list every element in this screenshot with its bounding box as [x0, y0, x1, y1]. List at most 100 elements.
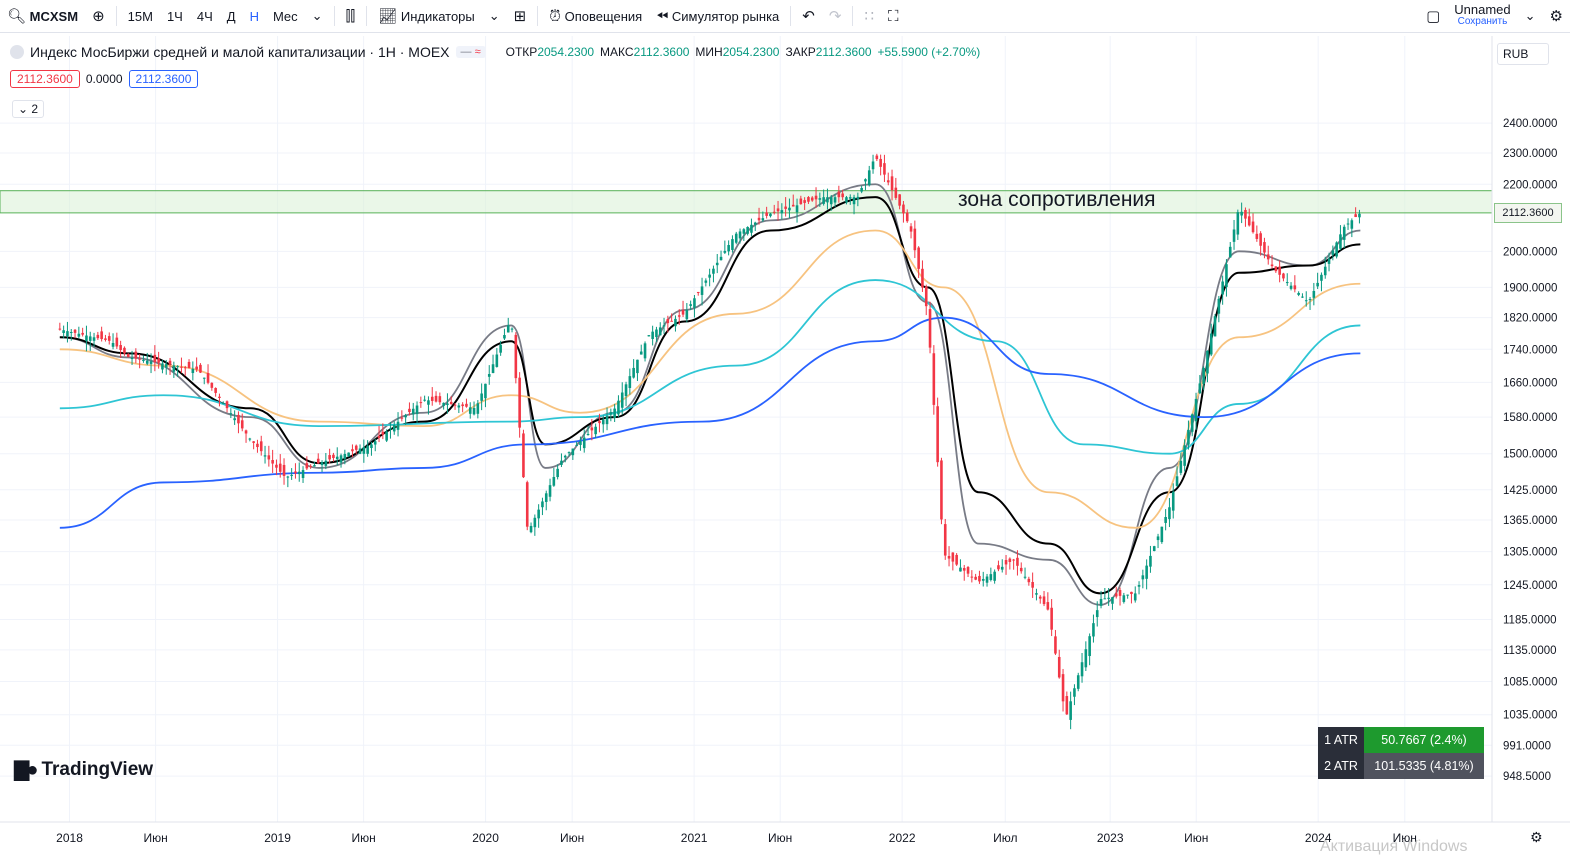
candle-body	[411, 408, 415, 415]
settings-button[interactable]: ⚙	[1543, 2, 1570, 30]
bid-ask-badges: 2112.3600 0.0000 2112.3600	[10, 70, 199, 88]
divider	[537, 6, 539, 26]
candle-body	[240, 420, 244, 429]
candle-body	[932, 353, 936, 405]
layouts-button[interactable]: ⊞	[507, 2, 534, 30]
indicators-dropdown[interactable]: ⌄	[482, 2, 507, 30]
candle-body	[275, 464, 278, 468]
ask-price[interactable]: 2112.3600	[128, 70, 199, 88]
line-sma-mid	[59, 196, 1361, 595]
interval-d[interactable]: Д	[226, 8, 236, 24]
candle-body	[1000, 566, 1004, 570]
candle-body	[1031, 582, 1034, 588]
candle-body	[468, 407, 472, 414]
indicators-button[interactable]: 📈︎ Индикаторы	[371, 2, 482, 30]
candle-body	[263, 455, 267, 457]
time-axis[interactable]: 2018 Июн 2019 Июн 2020 Июн 2021 Июн 2022 Июл 2023 И…	[0, 821, 1570, 845]
candle-body	[731, 239, 734, 250]
settings-gear-icon[interactable]: ⚙	[1530, 829, 1543, 845]
alerts-button[interactable]: ⏰︎ Оповещения	[542, 2, 649, 30]
candle-body	[233, 418, 236, 421]
candle-body	[161, 363, 164, 370]
candle-body	[1194, 398, 1198, 422]
layout-checkbox[interactable]: ▢	[1419, 2, 1447, 30]
redo-button[interactable]: ↷	[822, 2, 849, 30]
candle-body	[1046, 602, 1050, 610]
legend-title: Индекс МосБиржи средней и малой капитали…	[30, 44, 450, 60]
candle-body	[1023, 576, 1027, 578]
candle-body	[902, 204, 905, 214]
candle-body	[362, 447, 366, 454]
layout-dropdown[interactable]: ⌄	[1518, 2, 1543, 30]
candle-body	[301, 470, 305, 479]
chevron-down-icon: ⌄	[311, 8, 323, 23]
line-sma-slow	[59, 229, 1361, 529]
candle-body	[343, 453, 347, 459]
candle-body	[693, 298, 696, 308]
candle-body	[1304, 300, 1308, 302]
candle-body	[1270, 264, 1274, 267]
undo-button[interactable]: ↶	[795, 2, 822, 30]
candle-body	[187, 361, 191, 369]
candle-body	[818, 198, 822, 200]
interval-w[interactable]: Н	[249, 8, 259, 24]
candle-body	[1289, 285, 1293, 289]
price-candles	[58, 153, 1361, 730]
candle-body	[1187, 429, 1190, 445]
candle-body	[636, 359, 639, 374]
layout-name-button[interactable]: Unnamed Сохранить	[1447, 2, 1517, 30]
candle-body	[1130, 591, 1133, 595]
bid-price[interactable]: 2112.3600	[10, 70, 80, 88]
candle-body	[1080, 662, 1084, 677]
price-tick-label: 2200.0000	[1503, 179, 1557, 191]
candle-body	[905, 212, 909, 222]
candle-body	[107, 336, 111, 341]
chart-type-button[interactable]: ⫿⫿	[339, 2, 363, 30]
candle-body	[1202, 367, 1205, 384]
candle-body	[567, 452, 571, 454]
resistance-zone[interactable]	[0, 190, 1493, 214]
candle-body	[837, 191, 841, 198]
candle-body	[1027, 578, 1031, 583]
candle-body	[734, 233, 738, 243]
price-tick-label: 2000.0000	[1503, 246, 1557, 258]
chevron-down-icon: ⌄	[488, 8, 500, 23]
drag-handle[interactable]: ∷	[857, 2, 881, 30]
candle-body	[1228, 246, 1232, 258]
candle-body	[145, 360, 149, 364]
candle-body	[1069, 701, 1072, 720]
candle-body	[1301, 296, 1304, 298]
candle-body	[628, 376, 632, 388]
interval-15m[interactable]: 15М	[127, 8, 153, 24]
currency-selector[interactable]: RUB	[1497, 43, 1550, 65]
price-tick-label: 991.0000	[1503, 740, 1551, 752]
compare-button[interactable]: ⊕	[85, 2, 112, 30]
price-axis[interactable]: 2400.0000 2300.0000 2200.0000 2000.0000 1900…	[1491, 36, 1570, 822]
interval-1h[interactable]: 1Ч	[166, 8, 183, 24]
interval-dropdown[interactable]: ⌄	[305, 2, 330, 30]
replay-button[interactable]: ⏪︎ Симулятор рынка	[649, 2, 786, 30]
candle-body	[658, 327, 662, 336]
candle-body	[1133, 593, 1137, 601]
atr-panel: 1 ATR 50.7667 (2.4%) 2 ATR 101.5335 (4.8…	[1318, 727, 1484, 779]
fullscreen-button[interactable]: ⛶	[881, 2, 906, 30]
tradingview-logo[interactable]: ▇● TradingView	[14, 757, 153, 782]
interval-mon[interactable]: Мес	[272, 8, 298, 24]
candle-body	[772, 211, 776, 213]
interval-4h[interactable]: 4Ч	[196, 8, 213, 24]
candle-body	[1073, 688, 1076, 697]
candle-body	[58, 328, 62, 330]
legend-toggle-icon[interactable]: — ≈	[455, 46, 486, 58]
candle-body	[814, 195, 818, 200]
indicators-collapse-button[interactable]: ⌄ 2	[12, 100, 45, 118]
chart-grid	[0, 36, 1492, 822]
close-label: ЗАКР	[785, 45, 816, 59]
candle-body	[1308, 299, 1312, 301]
symbol-search[interactable]: 🔍︎ MCXSM	[0, 2, 85, 30]
candle-body	[677, 315, 681, 317]
candle-body	[244, 430, 248, 434]
candle-body	[704, 280, 708, 283]
candle-body	[320, 462, 324, 466]
resistance-zone-label[interactable]: зона сопротивления	[958, 188, 1156, 211]
